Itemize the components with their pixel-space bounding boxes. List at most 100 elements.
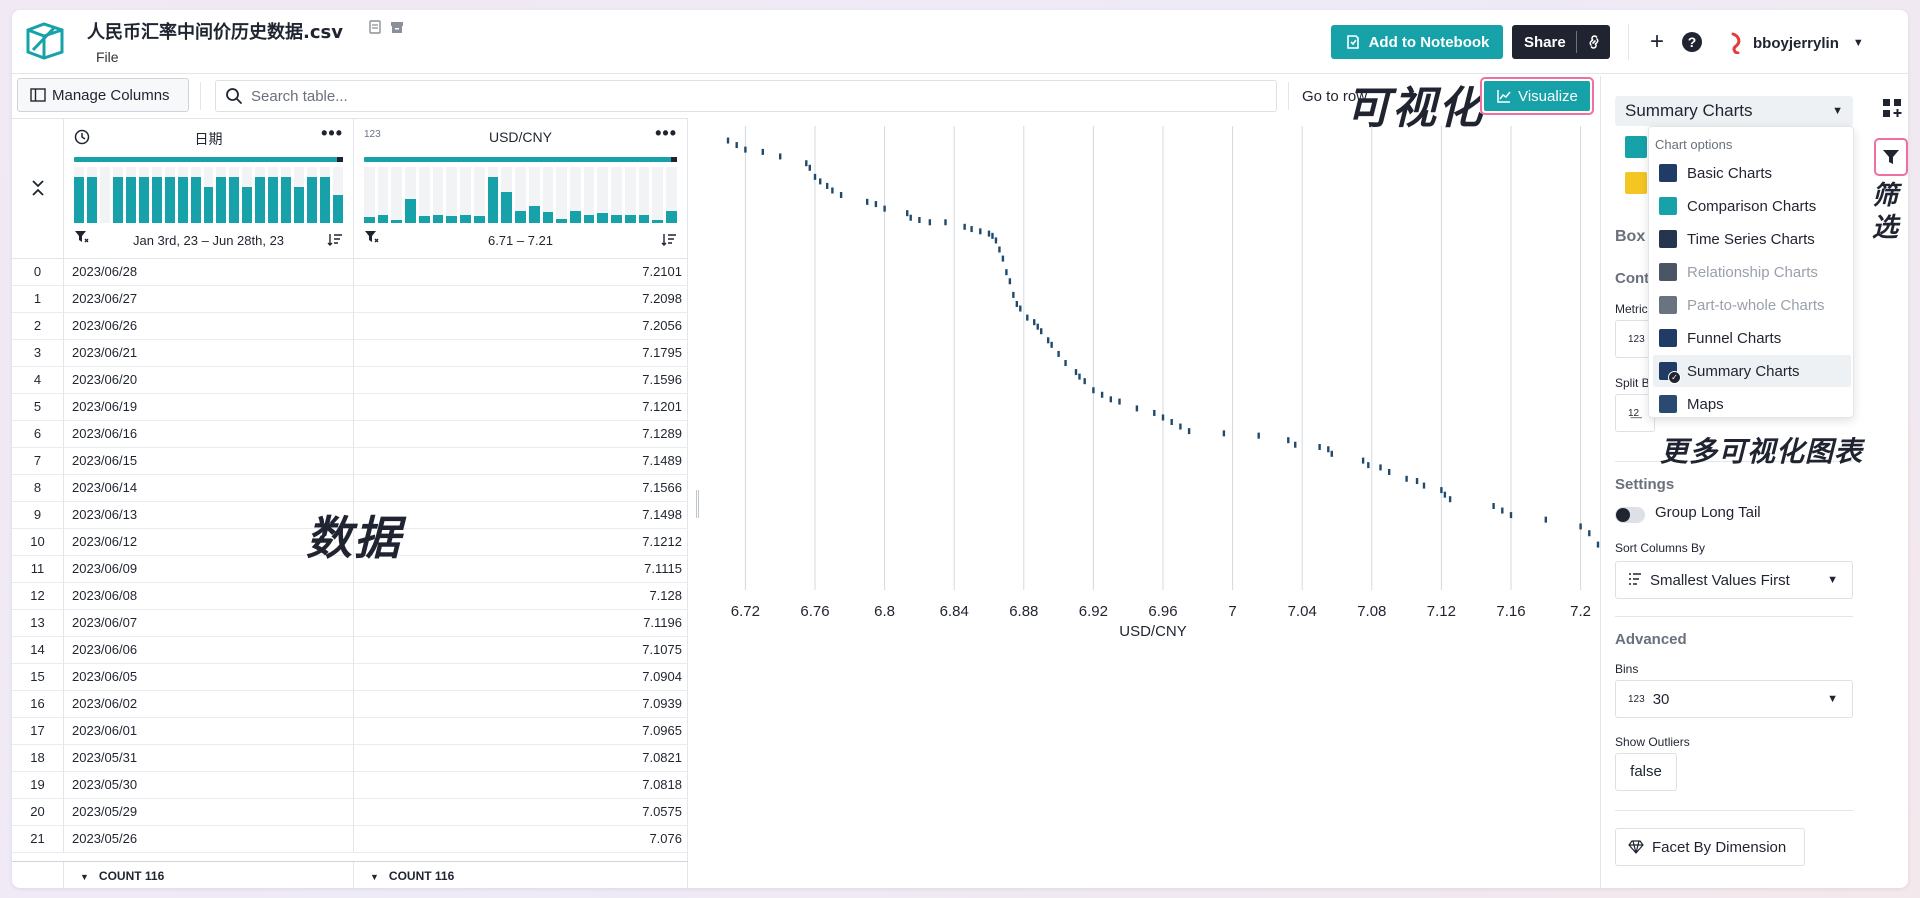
data-point[interactable] bbox=[1379, 464, 1382, 471]
row-index[interactable]: 12 bbox=[12, 583, 64, 610]
data-point[interactable] bbox=[1443, 491, 1447, 498]
table-row[interactable]: 19 2023/05/30 7.0818 bbox=[12, 772, 688, 799]
chart-chip-icon[interactable] bbox=[1625, 172, 1647, 194]
go-to-row-input[interactable]: Go to row bbox=[1302, 88, 1368, 105]
data-point[interactable] bbox=[1036, 323, 1039, 330]
data-point[interactable] bbox=[1074, 369, 1078, 376]
row-index[interactable]: 20 bbox=[12, 799, 64, 826]
table-row[interactable]: 2 2023/06/26 7.2056 bbox=[12, 313, 688, 340]
row-index[interactable]: 11 bbox=[12, 556, 64, 583]
value-cell[interactable]: 7.1795 bbox=[642, 345, 682, 360]
data-point[interactable] bbox=[1422, 482, 1426, 489]
date-cell[interactable]: 2023/06/19 bbox=[64, 394, 354, 421]
table-row[interactable]: 9 2023/06/13 7.1498 bbox=[12, 502, 688, 529]
row-index[interactable]: 2 bbox=[12, 313, 64, 340]
data-point[interactable] bbox=[1100, 391, 1104, 398]
data-point[interactable] bbox=[805, 160, 808, 167]
histogram-bin[interactable] bbox=[190, 167, 201, 223]
row-index[interactable]: 7 bbox=[12, 448, 64, 475]
more-options-icon[interactable]: ••• bbox=[655, 123, 677, 143]
data-point[interactable] bbox=[1092, 387, 1095, 394]
data-point[interactable] bbox=[744, 146, 747, 153]
date-cell[interactable]: 2023/06/13 bbox=[64, 502, 354, 529]
table-row[interactable]: 16 2023/06/02 7.0939 bbox=[12, 691, 688, 718]
row-index[interactable]: 6 bbox=[12, 421, 64, 448]
help-icon[interactable]: ? bbox=[1682, 32, 1702, 52]
histogram-bin[interactable] bbox=[333, 167, 344, 223]
histogram-bin[interactable] bbox=[377, 167, 389, 223]
data-point[interactable] bbox=[1012, 291, 1015, 298]
date-cell[interactable]: 2023/06/12 bbox=[64, 529, 354, 556]
data-point[interactable] bbox=[1287, 437, 1290, 444]
file-title[interactable]: 人民币汇率中间价历史数据.csv bbox=[87, 22, 343, 43]
data-point[interactable] bbox=[1361, 457, 1365, 464]
sort-columns-select[interactable]: Smallest Values First ▼ bbox=[1615, 561, 1853, 599]
date-cell[interactable]: 2023/06/20 bbox=[64, 367, 354, 394]
table-row[interactable]: 15 2023/06/05 7.0904 bbox=[12, 664, 688, 691]
data-point[interactable] bbox=[1257, 432, 1260, 439]
table-row[interactable]: 6 2023/06/16 7.1289 bbox=[12, 421, 688, 448]
data-point[interactable] bbox=[761, 148, 764, 155]
histogram-bin[interactable] bbox=[242, 167, 253, 223]
value-cell[interactable]: 7.1498 bbox=[642, 507, 682, 522]
histogram-bin[interactable] bbox=[597, 167, 609, 223]
data-point[interactable] bbox=[987, 230, 991, 237]
row-index[interactable]: 3 bbox=[12, 340, 64, 367]
date-cell[interactable]: 2023/06/15 bbox=[64, 448, 354, 475]
date-cell[interactable]: 2023/06/05 bbox=[64, 664, 354, 691]
data-point[interactable] bbox=[735, 142, 738, 149]
data-point[interactable] bbox=[1135, 405, 1139, 412]
filter-icon[interactable] bbox=[74, 229, 90, 248]
value-cell[interactable]: 7.0904 bbox=[642, 669, 682, 684]
histogram-bin[interactable] bbox=[487, 167, 499, 223]
histogram-bin[interactable] bbox=[418, 167, 430, 223]
data-point[interactable] bbox=[970, 226, 973, 233]
histogram-bin[interactable] bbox=[307, 167, 318, 223]
dropdown-item-maps[interactable]: Maps bbox=[1653, 388, 1851, 420]
usd-column-header[interactable]: 123 USD/CNY ••• 6.71 – 7.21 bbox=[354, 119, 688, 259]
data-point[interactable] bbox=[1367, 462, 1370, 469]
resize-handle[interactable] bbox=[696, 490, 699, 518]
archive-icon[interactable] bbox=[390, 20, 404, 34]
table-row[interactable]: 18 2023/05/31 7.0821 bbox=[12, 745, 688, 772]
data-point[interactable] bbox=[1294, 441, 1297, 448]
histogram-bin[interactable] bbox=[151, 167, 162, 223]
value-cell[interactable]: 7.1289 bbox=[642, 426, 682, 441]
dropdown-item-funnel-charts[interactable]: Funnel Charts bbox=[1653, 322, 1851, 354]
histogram-bin[interactable] bbox=[391, 167, 403, 223]
histogram-bin[interactable] bbox=[216, 167, 227, 223]
row-index[interactable]: 4 bbox=[12, 367, 64, 394]
histogram-bin[interactable] bbox=[164, 167, 175, 223]
histogram-bin[interactable] bbox=[473, 167, 485, 223]
document-icon[interactable] bbox=[368, 20, 382, 34]
value-cell[interactable]: 7.0818 bbox=[642, 777, 682, 792]
data-point[interactable] bbox=[1327, 446, 1330, 453]
data-point[interactable] bbox=[1008, 278, 1012, 285]
date-cell[interactable]: 2023/06/01 bbox=[64, 718, 354, 745]
date-cell[interactable]: 2023/05/29 bbox=[64, 799, 354, 826]
row-index[interactable]: 9 bbox=[12, 502, 64, 529]
chart-chip-icon[interactable] bbox=[1625, 136, 1647, 158]
data-point[interactable] bbox=[909, 214, 912, 221]
histogram-bin[interactable] bbox=[281, 167, 292, 223]
value-cell[interactable]: 7.1196 bbox=[643, 615, 682, 630]
data-point[interactable] bbox=[1440, 487, 1443, 494]
value-cell[interactable]: 7.1566 bbox=[642, 480, 682, 495]
data-point[interactable] bbox=[1222, 430, 1226, 437]
data-point[interactable] bbox=[1005, 269, 1008, 276]
row-index[interactable]: 15 bbox=[12, 664, 64, 691]
table-row[interactable]: 12 2023/06/08 7.128 bbox=[12, 583, 688, 610]
data-point[interactable] bbox=[1050, 341, 1053, 348]
data-point[interactable] bbox=[779, 153, 782, 160]
histogram-bin[interactable] bbox=[99, 167, 110, 223]
value-cell[interactable]: 7.1201 bbox=[642, 399, 682, 414]
histogram-bin[interactable] bbox=[320, 167, 331, 223]
table-row[interactable]: 13 2023/06/07 7.1196 bbox=[12, 610, 688, 637]
filter-panel-button[interactable] bbox=[1874, 138, 1908, 176]
plus-icon[interactable]: + bbox=[1650, 28, 1665, 55]
data-point[interactable] bbox=[1109, 396, 1112, 403]
data-point[interactable] bbox=[1492, 503, 1495, 510]
dropdown-item-part-to-whole-charts[interactable]: Part-to-whole Charts bbox=[1653, 289, 1851, 321]
data-point[interactable] bbox=[874, 201, 878, 208]
data-point[interactable] bbox=[819, 178, 822, 185]
